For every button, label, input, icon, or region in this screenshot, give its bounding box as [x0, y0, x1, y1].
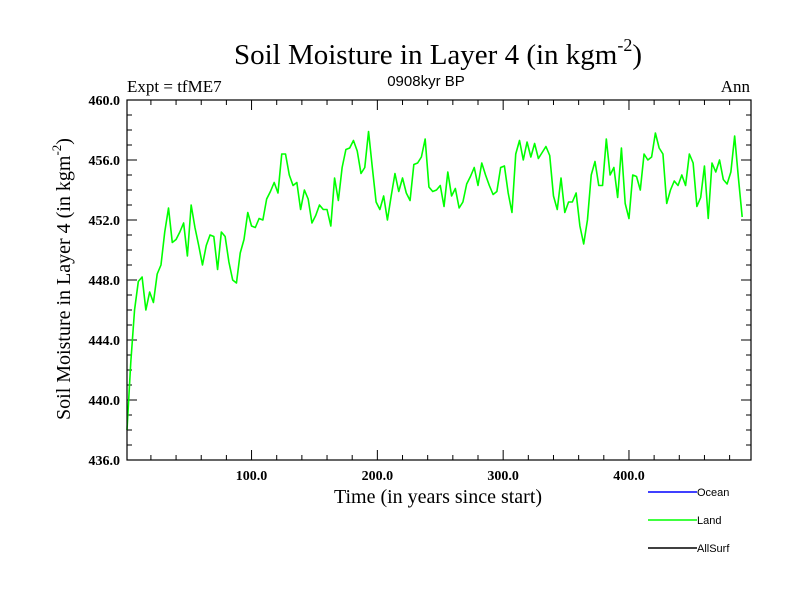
plot-frame: [126, 99, 752, 461]
x-axis-title: Time (in years since start): [334, 486, 542, 508]
x-tick-label: 400.0: [613, 469, 645, 484]
y-tick-label: 444.0: [89, 334, 121, 349]
chart-title: Soil Moisture in Layer 4 (in kgm-2): [234, 35, 642, 71]
series-line-land: [126, 130, 743, 431]
y-axis-title-close: ): [53, 138, 75, 145]
y-tick-label: 436.0: [89, 454, 121, 469]
chart-title-sup: -2: [617, 35, 632, 55]
chart-title-close: ): [632, 39, 642, 71]
y-axis-title-text: Soil Moisture in Layer 4 (in kgm: [53, 155, 75, 420]
y-tick-label: 460.0: [89, 94, 121, 109]
y-tick-label: 448.0: [89, 274, 121, 289]
y-axis-title: Soil Moisture in Layer 4 (in kgm-2): [49, 138, 75, 420]
annual-label: Ann: [721, 77, 751, 96]
axis-tick-labels: 436.0 440.0 444.0 448.0 452.0 456.0 460.0 100.0…: [89, 94, 645, 484]
x-tick-label: 100.0: [236, 469, 268, 484]
y-tick-label: 452.0: [89, 214, 121, 229]
chart-subtitle: 0908kyr BP: [387, 73, 465, 90]
legend: Ocean Land AllSurf: [648, 487, 730, 555]
legend-label-ocean: Ocean: [697, 487, 729, 499]
y-tick-label: 440.0: [89, 394, 121, 409]
legend-label-allsurf: AllSurf: [697, 543, 730, 555]
y-axis-title-sup: -2: [49, 145, 64, 156]
chart-title-text: Soil Moisture in Layer 4 (in kgm: [234, 39, 618, 71]
experiment-label: Expt = tfME7: [127, 77, 222, 96]
y-tick-label: 456.0: [89, 154, 121, 169]
legend-label-land: Land: [697, 515, 721, 527]
x-tick-label: 200.0: [362, 469, 394, 484]
x-tick-label: 300.0: [487, 469, 519, 484]
series-lines: [126, 130, 743, 431]
axis-ticks: [127, 99, 751, 461]
